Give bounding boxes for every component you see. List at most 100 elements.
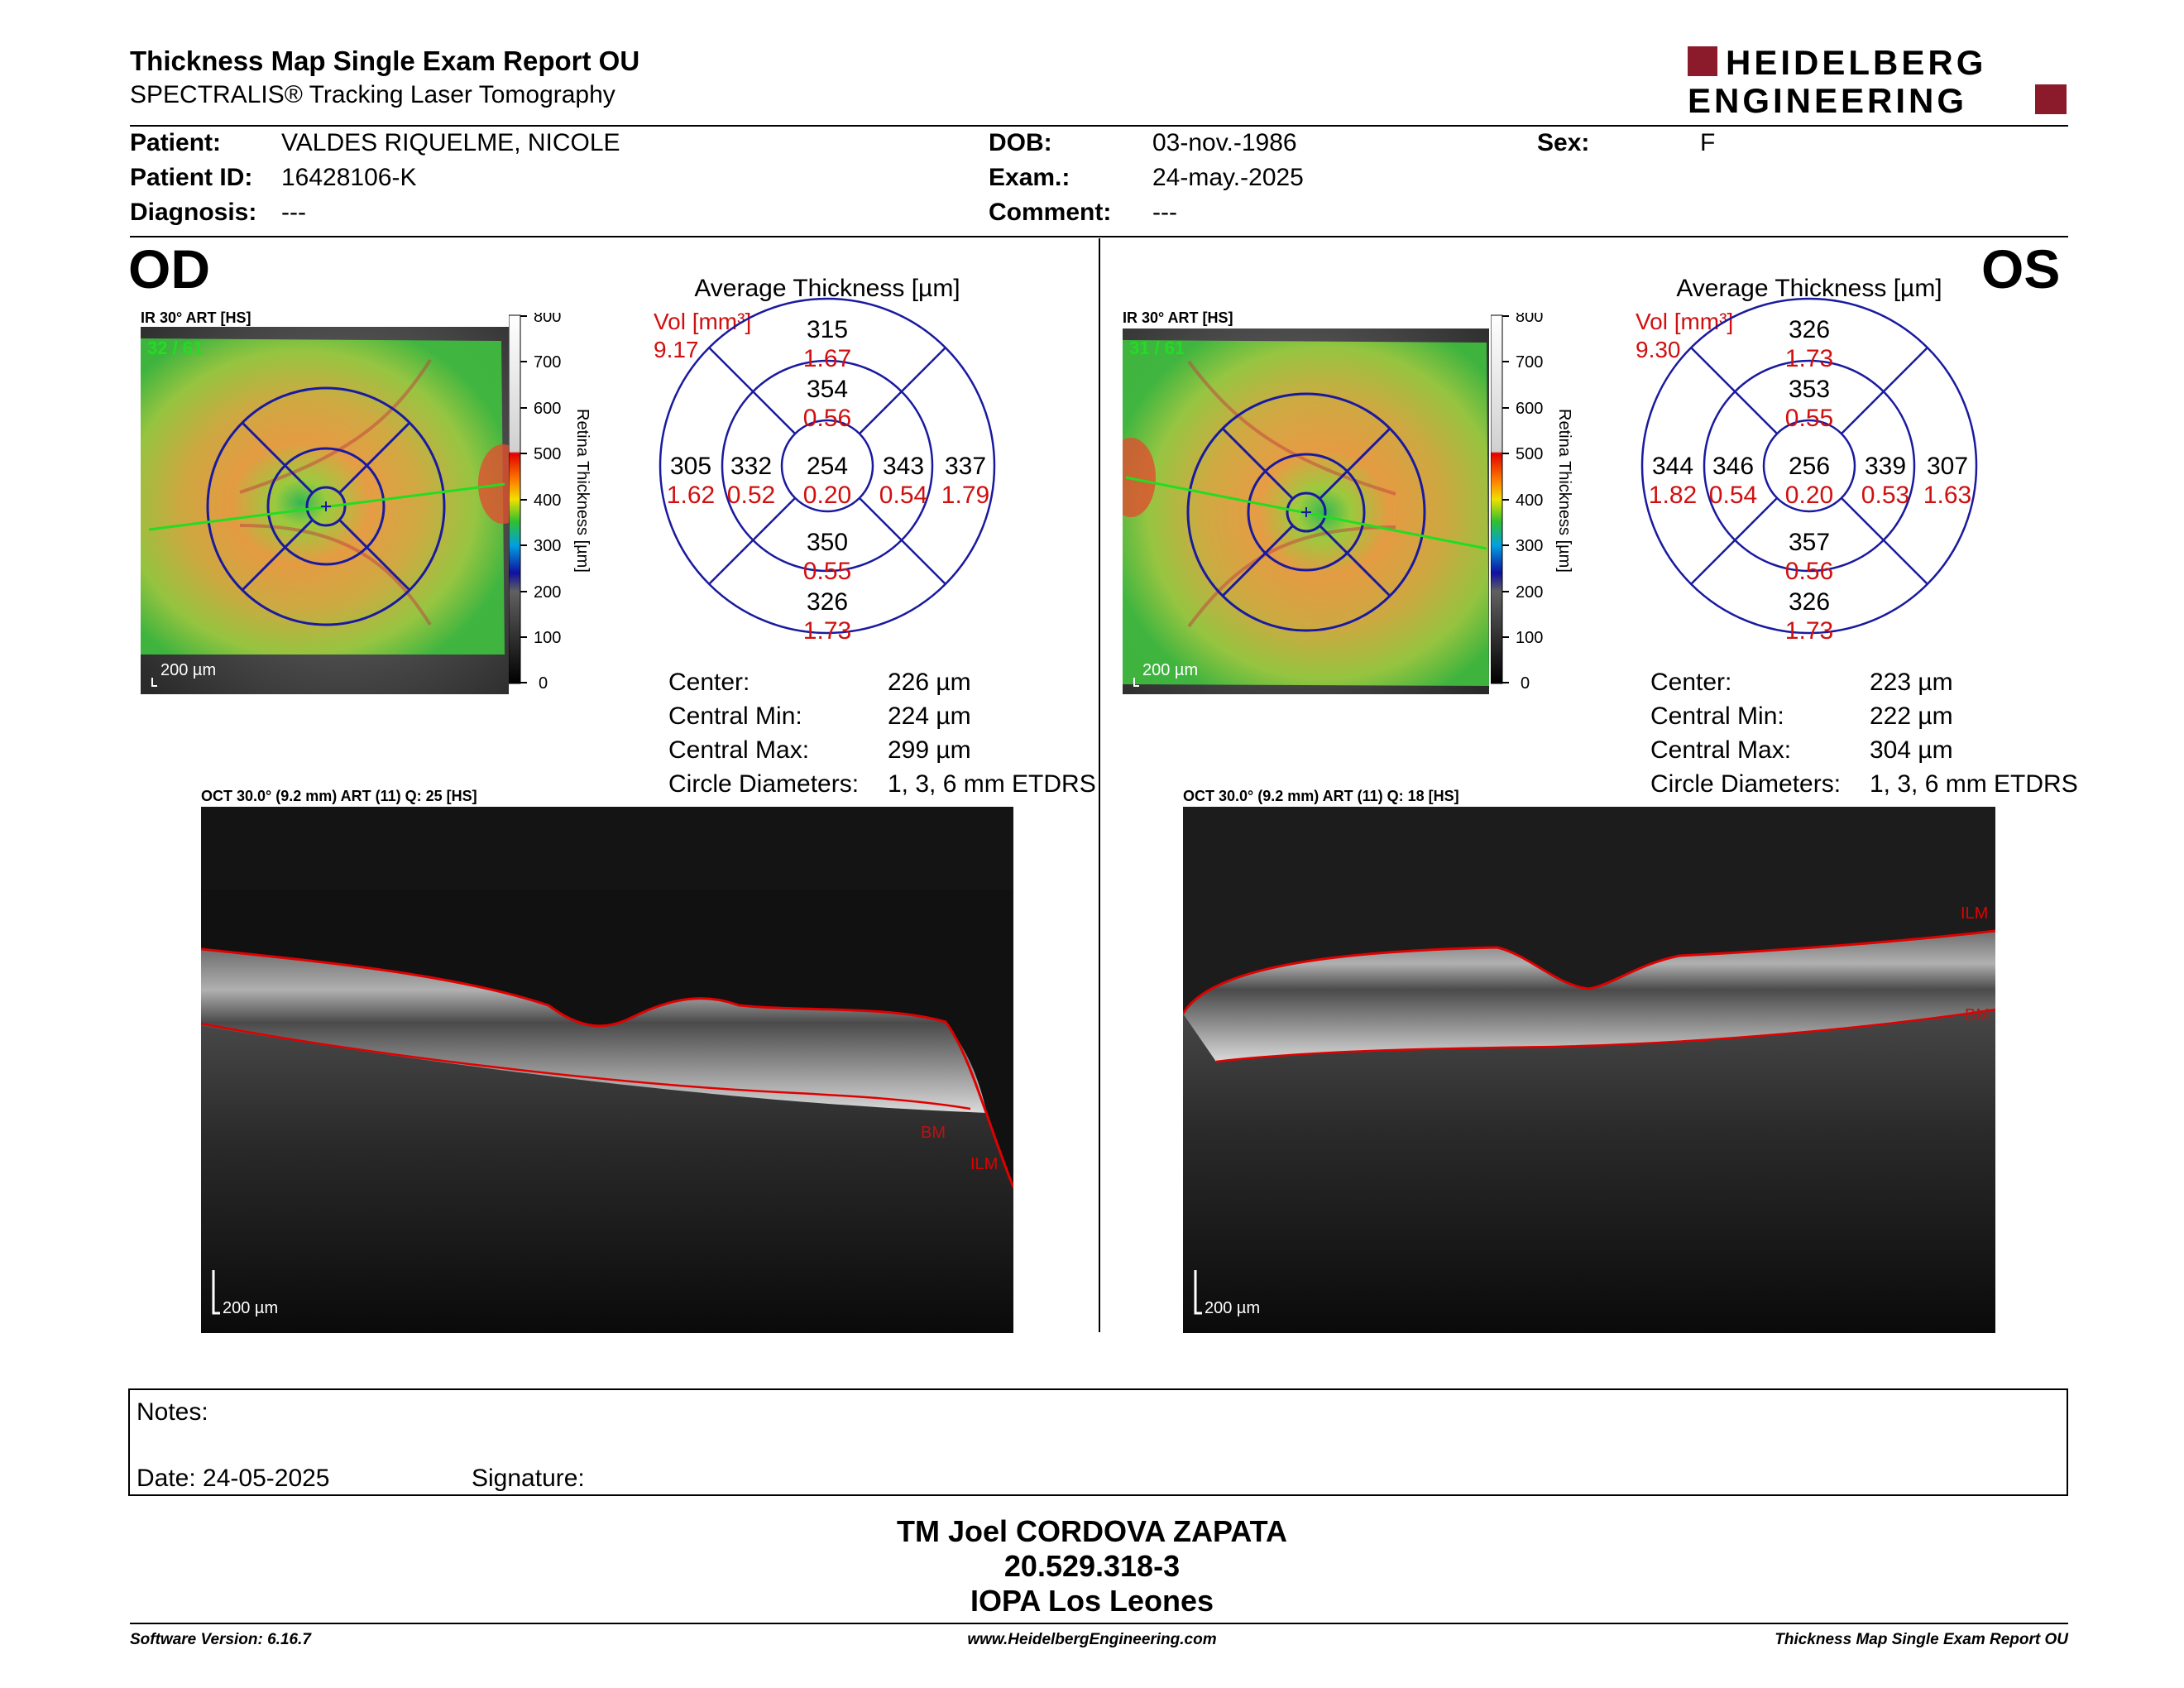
- os-ilm-label: ILM: [1961, 904, 1988, 923]
- os-inner-right-vol: 0.53: [1861, 482, 1909, 509]
- os-fundus-caption: IR 30° ART [HS]: [1123, 309, 1233, 326]
- patient-id-label: Patient ID:: [130, 164, 253, 191]
- os-inner-bottom: 357: [1789, 529, 1830, 556]
- od-cbar-tick-300: 300: [534, 537, 561, 555]
- report-subtitle: SPECTRALIS® Tracking Laser Tomography: [130, 81, 615, 108]
- od-fundus-scale: 200 µm: [160, 661, 216, 679]
- sex-label: Sex:: [1537, 129, 1590, 156]
- od-cbar-tick-600: 600: [534, 400, 561, 418]
- od-outer-right: 337: [945, 453, 986, 480]
- od-center: 254: [807, 453, 848, 480]
- os-cbar-tick-700: 700: [1516, 353, 1543, 372]
- os-cbar-tick-400: 400: [1516, 492, 1543, 510]
- od-outer-right-vol: 1.79: [941, 482, 989, 509]
- os-cbar-title: Retina Thickness [µm]: [1555, 409, 1573, 573]
- os-fundus-thickness-map: 31 / 61 200 µm: [1106, 328, 1489, 694]
- od-cbar-tick-400: 400: [534, 492, 561, 510]
- od-ilm-label: ILM: [970, 1155, 998, 1173]
- os-outer-left: 344: [1652, 453, 1693, 480]
- od-oct-bscan: BM ILM 200 µm: [200, 807, 1015, 1333]
- os-cbar-tick-200: 200: [1516, 583, 1543, 602]
- os-center: 256: [1789, 453, 1830, 480]
- os-outer-bottom: 326: [1789, 588, 1830, 616]
- signatory-name: TM Joel CORDOVA ZAPATA: [897, 1514, 1287, 1548]
- od-frame-count: 32 / 61: [147, 338, 203, 358]
- od-min-value: 224 µm: [888, 703, 971, 730]
- od-outer-bottom-vol: 1.73: [803, 617, 851, 645]
- os-cbar-tick-100: 100: [1516, 629, 1543, 647]
- footer-version: Software Version: 6.16.7: [130, 1631, 311, 1648]
- od-bm-label: BM: [921, 1124, 946, 1142]
- od-cbar-tick-800: 800: [534, 313, 561, 326]
- os-inner-top: 353: [1789, 376, 1830, 403]
- od-outer-top-vol: 1.67: [803, 345, 851, 372]
- os-vol-label: Vol [mm³]: [1636, 309, 1733, 334]
- od-eye-label: OD: [128, 238, 210, 300]
- os-inner-right: 339: [1865, 453, 1906, 480]
- svg-text:ENGINEERING: ENGINEERING: [1688, 81, 1967, 119]
- od-outer-left-vol: 1.62: [667, 482, 715, 509]
- dob-value: 03-nov.-1986: [1152, 129, 1297, 156]
- os-fundus-scale: 200 µm: [1142, 661, 1198, 679]
- os-etdrs-grid: Average Thickness [µm] Vol [mm³] 9.30 32…: [1627, 269, 1991, 658]
- od-inner-bottom-vol: 0.55: [803, 558, 851, 585]
- patient-label: Patient:: [130, 129, 222, 156]
- os-frame-count: 31 / 61: [1129, 338, 1185, 358]
- os-center-label: Center:: [1650, 669, 1732, 696]
- report-title: Thickness Map Single Exam Report OU: [130, 46, 640, 76]
- patient-id-value: 16428106-K: [281, 164, 417, 191]
- os-max-label: Central Max:: [1650, 736, 1792, 764]
- heidelberg-logo: HEIDELBERG ENGINEERING: [1688, 43, 2067, 120]
- os-outer-bottom-vol: 1.73: [1785, 617, 1833, 645]
- os-cbar-tick-600: 600: [1516, 400, 1543, 418]
- os-inner-left: 346: [1712, 453, 1754, 480]
- os-cbar-tick-500: 500: [1516, 445, 1543, 463]
- od-diam-value: 1, 3, 6 mm ETDRS: [888, 770, 1096, 798]
- os-outer-top-vol: 1.73: [1785, 345, 1833, 372]
- od-etdrs-grid: Average Thickness [µm] Vol [mm³] 9.17 31…: [645, 269, 1009, 658]
- notes-date: Date: 24-05-2025: [136, 1465, 330, 1492]
- os-cbar-tick-0: 0: [1521, 674, 1530, 693]
- od-outer-top: 315: [807, 316, 848, 343]
- od-inner-right: 343: [883, 453, 924, 480]
- od-oct-caption: OCT 30.0° (9.2 mm) ART (11) Q: 25 [HS]: [201, 788, 477, 804]
- os-bm-label: BM: [1965, 1006, 1990, 1024]
- os-min-value: 222 µm: [1870, 703, 1953, 730]
- sex-value: F: [1700, 129, 1716, 156]
- od-fundus-caption: IR 30° ART [HS]: [141, 309, 251, 326]
- os-vol-total: 9.30: [1636, 337, 1681, 362]
- signatory-id: 20.529.318-3: [1003, 1549, 1181, 1583]
- os-oct-caption: OCT 30.0° (9.2 mm) ART (11) Q: 18 [HS]: [1183, 788, 1459, 804]
- comment-value: ---: [1152, 199, 1177, 226]
- os-oct-bscan: ILM BM 200 µm: [1181, 807, 1996, 1333]
- exam-value: 24-may.-2025: [1152, 164, 1304, 191]
- diagnosis-value: ---: [281, 199, 306, 226]
- od-inner-top: 354: [807, 376, 848, 403]
- od-center-vol: 0.20: [803, 482, 851, 509]
- od-diam-label: Circle Diameters:: [668, 770, 860, 798]
- os-oct-scale: 200 µm: [1205, 1299, 1260, 1317]
- od-cbar-tick-700: 700: [534, 353, 561, 372]
- notes-box: Notes: Date: 24-05-2025 Signature:: [128, 1388, 2068, 1496]
- od-center-value: 226 µm: [888, 669, 971, 696]
- diagnosis-label: Diagnosis:: [130, 199, 257, 226]
- od-min-label: Central Min:: [668, 703, 802, 730]
- patient-value: VALDES RIQUELME, NICOLE: [281, 129, 620, 156]
- os-eye-label: OS: [1981, 238, 2061, 300]
- os-diam-value: 1, 3, 6 mm ETDRS: [1870, 770, 2078, 798]
- os-inner-left-vol: 0.54: [1709, 482, 1757, 509]
- od-avg-title: Average Thickness [µm]: [694, 275, 960, 302]
- od-vol-label: Vol [mm³]: [654, 309, 751, 334]
- od-colorbar: 800 700 600 500 400 300 200 100 0 Retina…: [508, 308, 604, 702]
- os-colorbar: 800 700 600 500 400 300 200 100 0 Retina…: [1490, 308, 1586, 702]
- os-cbar-tick-800: 800: [1516, 313, 1543, 326]
- dob-label: DOB:: [989, 129, 1052, 156]
- os-inner-bottom-vol: 0.56: [1785, 558, 1833, 585]
- od-inner-left: 332: [730, 453, 772, 480]
- os-outer-left-vol: 1.82: [1649, 482, 1697, 509]
- od-vol-total: 9.17: [654, 337, 699, 362]
- footer-website[interactable]: www.HeidelbergEngineering.com: [967, 1631, 1217, 1648]
- od-inner-bottom: 350: [807, 529, 848, 556]
- od-outer-left: 305: [670, 453, 711, 480]
- os-inner-top-vol: 0.55: [1785, 405, 1833, 432]
